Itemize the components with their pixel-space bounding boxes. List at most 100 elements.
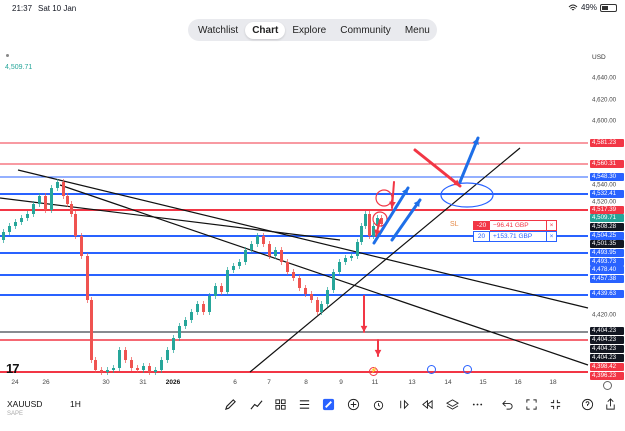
time-tick: 14	[444, 379, 452, 386]
candle-body	[130, 360, 133, 368]
help-icon[interactable]	[580, 397, 594, 411]
time-axis[interactable]: 24 26 30 31 2026 6 7 8 9 11 13 14 15 16 …	[0, 379, 588, 391]
candle-body	[112, 368, 115, 370]
sl-close-button[interactable]: ×	[547, 220, 557, 231]
price-badge: 4,478.40	[590, 266, 624, 274]
candle-body	[310, 294, 313, 300]
battery-icon	[600, 3, 617, 12]
candle-body	[100, 370, 103, 372]
time-tick: 26	[42, 379, 50, 386]
undo-icon[interactable]	[500, 397, 514, 411]
time-tick: 15	[479, 379, 487, 386]
take-profit-order[interactable]: 20 +153.71 GBP ×	[473, 231, 557, 242]
pencil-icon[interactable]	[223, 397, 237, 411]
arrow-up-blue-shaft	[372, 186, 410, 245]
candle-body	[20, 218, 23, 222]
tp-quantity[interactable]: 20	[473, 231, 490, 242]
us-flag-icon[interactable]	[463, 365, 472, 374]
us-flag-icon[interactable]	[427, 365, 436, 374]
candle-body	[286, 262, 289, 272]
candle-body	[304, 288, 307, 294]
candle-body	[338, 262, 341, 272]
price-tick: 4,540.00	[592, 181, 617, 189]
time-tick: 13	[408, 379, 416, 386]
annotation-ellipse	[440, 182, 494, 208]
time-tick: 16	[514, 379, 522, 386]
price-tick: 4,600.00	[592, 117, 617, 125]
symbol-subtext: SAPE	[7, 411, 24, 417]
rewind-icon[interactable]	[420, 397, 434, 411]
currency-label[interactable]: USD	[592, 54, 606, 61]
status-bar: 21:37 Sat 10 Jan 49%	[0, 0, 625, 16]
candle-body	[74, 214, 77, 236]
chart-canvas[interactable]	[0, 48, 625, 383]
price-badge: 4,457.38	[590, 275, 624, 283]
price-axis[interactable]: 4,640.00 4,620.00 4,600.00 4,540.00 4,52…	[588, 48, 625, 383]
candle-body	[196, 304, 199, 312]
fullscreen-exit-icon[interactable]	[548, 397, 562, 411]
candle-body	[80, 236, 83, 256]
tab-explore[interactable]: Explore	[292, 24, 327, 36]
brand-icon[interactable]	[321, 397, 335, 411]
candle-body	[280, 250, 283, 262]
tab-community[interactable]: Community	[340, 24, 391, 36]
candle-body	[14, 222, 17, 226]
sl-quantity[interactable]: -20	[473, 221, 490, 230]
layouts-icon[interactable]	[297, 397, 311, 411]
tab-menu[interactable]: Menu	[404, 24, 430, 36]
time-tick: 7	[267, 379, 271, 386]
candle-body	[62, 182, 65, 196]
candle-body	[350, 256, 353, 258]
time-tick: 18	[549, 379, 557, 386]
more-icon[interactable]	[470, 397, 484, 411]
chart-menu-dot[interactable]	[6, 54, 9, 57]
arrow-up-blue-shaft	[390, 198, 422, 242]
candle-body	[118, 350, 121, 368]
candle-body	[160, 360, 163, 370]
lightning-icon[interactable]: ⚡	[369, 367, 378, 376]
arrow-down-red-head	[389, 201, 396, 208]
candle-body	[136, 368, 139, 370]
candle-body	[90, 300, 93, 360]
candle-body	[124, 350, 127, 360]
tab-watchlist[interactable]: Watchlist	[198, 24, 239, 36]
candle-body	[208, 296, 211, 312]
price-tick: 4,420.00	[592, 311, 617, 319]
symbol-selector[interactable]: XAUUSD	[7, 399, 43, 409]
trend-line	[17, 169, 589, 309]
tab-chart[interactable]: Chart	[245, 21, 286, 39]
status-date: Sat 10 Jan	[38, 4, 77, 13]
stop-loss-order[interactable]: -20 −96.41 GBP ×	[473, 220, 557, 231]
current-price-label: 4,509.71	[5, 64, 33, 71]
candle-body	[356, 242, 359, 256]
arrow-up-blue-head	[413, 200, 420, 207]
alert-icon[interactable]	[371, 397, 385, 411]
candle-body	[360, 226, 363, 242]
tp-close-button[interactable]: ×	[547, 231, 557, 242]
replay-icon[interactable]	[396, 397, 410, 411]
arrow-up-blue-head	[401, 188, 408, 195]
layers-icon[interactable]	[445, 397, 459, 411]
interval-selector[interactable]: 1H	[70, 399, 81, 409]
arrow-up-blue-head	[472, 138, 479, 145]
fullscreen-icon[interactable]	[524, 397, 538, 411]
indicators-icon[interactable]	[249, 397, 263, 411]
time-tick: 8	[304, 379, 308, 386]
tp-value: +153.71 GBP	[490, 231, 547, 242]
share-icon[interactable]	[603, 397, 617, 411]
time-tick: 6	[233, 379, 237, 386]
add-icon[interactable]	[346, 397, 360, 411]
time-tick: 24	[11, 379, 19, 386]
candle-body	[320, 304, 323, 312]
price-badge: 4,501.35	[590, 240, 624, 248]
candle-body	[172, 338, 175, 350]
price-badge: 4,508.28	[590, 223, 624, 231]
axis-settings-icon[interactable]	[603, 381, 612, 390]
trend-line	[59, 184, 589, 366]
time-tick: 2026	[165, 379, 181, 386]
templates-icon[interactable]	[273, 397, 287, 411]
stop-loss-label[interactable]: SL	[450, 221, 459, 228]
candle-body	[50, 188, 53, 210]
chart-svg[interactable]	[0, 48, 625, 383]
candle-body	[86, 256, 89, 300]
